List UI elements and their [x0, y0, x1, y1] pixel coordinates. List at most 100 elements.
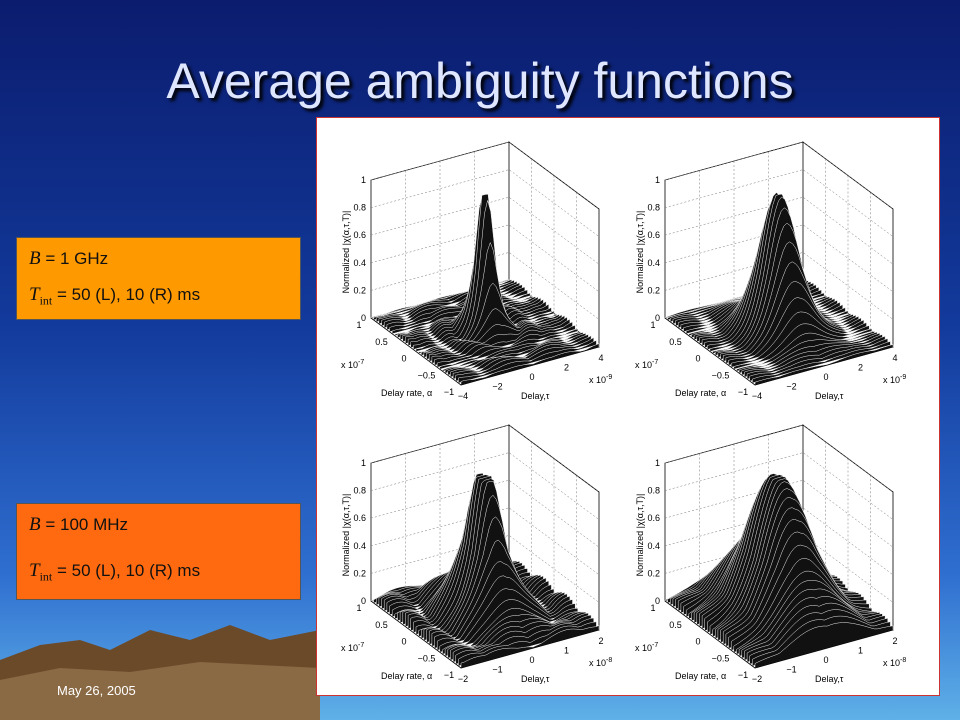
z-tick-label: 0.8 — [647, 203, 660, 213]
var: B — [29, 248, 41, 269]
delay-exponent: x 10-9 — [883, 374, 906, 385]
rate-tick-label: 0.5 — [375, 620, 388, 630]
z-tick-label: 1 — [655, 458, 660, 468]
rate-tick-label: −0.5 — [418, 653, 436, 663]
grid-line — [664, 535, 894, 603]
grid-line — [370, 196, 600, 265]
z-tick-label: 0 — [655, 596, 660, 606]
rate-tick-label: 0 — [401, 637, 406, 647]
rate-tick-label: 0.5 — [669, 337, 682, 347]
exp-base: x 10 — [341, 360, 358, 370]
delay-tick-label: 2 — [892, 636, 897, 646]
delay-tick-label: −1 — [492, 665, 502, 675]
z-tick-label: 0.2 — [647, 568, 660, 578]
z-tick-label: 0 — [361, 596, 366, 606]
z-tick-label: 0.4 — [353, 258, 366, 268]
grid-line — [370, 535, 600, 603]
surface-row — [749, 338, 888, 382]
z-tick-label: 0.2 — [647, 285, 660, 295]
z-tick-label: 0.6 — [647, 230, 660, 240]
grid-line — [664, 452, 894, 520]
delay-axis-label: Delay,τ — [815, 391, 844, 401]
z-axis-label: Normalized |χ(α,τ,T)| — [635, 494, 645, 577]
delay-tick-label: 2 — [564, 363, 569, 373]
delay-tick-label: −2 — [492, 382, 502, 392]
exp-base: x 10 — [589, 375, 606, 385]
exp-power: -8 — [900, 657, 906, 664]
text: = 50 (L), 10 (R) ms — [52, 285, 201, 305]
grid-line — [664, 141, 894, 210]
exp-power: -9 — [606, 374, 612, 381]
sub: int — [39, 293, 53, 308]
rate-tick-label: −1 — [738, 670, 748, 680]
param-box: B = 100 MHz Tint = 50 (L), 10 (R) ms — [16, 503, 301, 600]
delay-tick-label: −2 — [786, 382, 796, 392]
rate-tick-label: 0 — [695, 354, 700, 364]
delay-axis-label: Delay,τ — [815, 674, 844, 684]
exp-power: -9 — [900, 374, 906, 381]
grid-line — [664, 424, 894, 493]
sub: int — [39, 569, 53, 584]
rate-axis-label: Delay rate, α — [381, 388, 432, 398]
grid-line — [370, 507, 600, 576]
surface-row — [746, 335, 886, 380]
grid-line — [370, 479, 600, 548]
z-axis-label: Normalized |χ(α,τ,T)| — [341, 494, 351, 577]
rate-exponent: x 10-7 — [635, 642, 658, 653]
surface-row — [434, 321, 573, 366]
delay-tick-label: 2 — [598, 636, 603, 646]
z-tick-label: 1 — [361, 458, 366, 468]
z-tick-label: 1 — [655, 175, 660, 185]
floor-axes — [370, 600, 600, 669]
rate-tick-label: 1 — [356, 603, 361, 613]
delay-tick-label: −4 — [752, 391, 762, 401]
param-box: B = 1 GHz Tint = 50 (L), 10 (R) ms — [16, 237, 301, 320]
rate-tick-label: 1 — [356, 320, 361, 330]
grid-line — [370, 224, 600, 293]
rate-tick-label: −0.5 — [712, 370, 730, 380]
z-tick-label: 0 — [655, 313, 660, 323]
slide-title: Average ambiguity functions — [166, 53, 794, 109]
z-tick-label: 0.2 — [353, 568, 366, 578]
rate-tick-label: 0 — [401, 354, 406, 364]
var: B — [29, 514, 41, 535]
grid-line — [370, 252, 600, 320]
rate-tick-label: −1 — [444, 387, 454, 397]
z-tick-label: 0.6 — [353, 513, 366, 523]
surface-row — [754, 622, 894, 669]
surface-row — [452, 335, 592, 380]
floor-axes — [664, 600, 894, 669]
z-tick-label: 0.8 — [647, 486, 660, 496]
grid-line — [370, 169, 600, 237]
var: T — [29, 284, 40, 306]
delay-tick-label: 4 — [892, 353, 897, 363]
surface-row — [460, 625, 600, 669]
delay-tick-label: −2 — [458, 674, 468, 684]
delay-tick-label: 1 — [564, 646, 569, 656]
exp-base: x 10 — [883, 658, 900, 668]
exp-power: -7 — [358, 642, 364, 649]
rate-tick-label: −1 — [444, 670, 454, 680]
rate-tick-label: 1 — [650, 603, 655, 613]
delay-tick-label: 0 — [823, 655, 828, 665]
grid-line — [370, 424, 600, 493]
surface-row — [460, 343, 600, 386]
exp-power: -8 — [606, 657, 612, 664]
delay-tick-label: 2 — [858, 363, 863, 373]
exp-power: -7 — [652, 642, 658, 649]
z-axis-label: Normalized |χ(α,τ,T)| — [635, 211, 645, 294]
text: = 100 MHz — [40, 515, 129, 534]
rate-tick-label: 0.5 — [669, 620, 682, 630]
mountains-front — [0, 662, 320, 720]
rate-tick-label: 1 — [650, 320, 655, 330]
rate-exponent: x 10-7 — [341, 642, 364, 653]
grid-line — [664, 196, 894, 265]
rate-axis-label: Delay rate, α — [675, 388, 726, 398]
text: = 50 (L), 10 (R) ms — [52, 561, 201, 581]
